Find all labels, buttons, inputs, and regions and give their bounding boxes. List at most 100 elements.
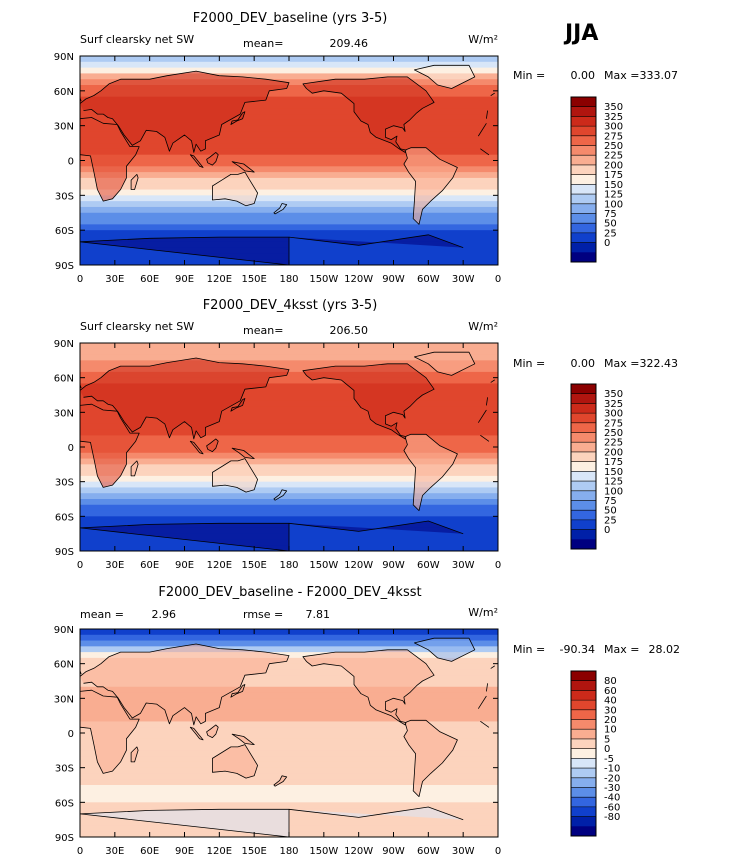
continent-greenland xyxy=(414,64,476,89)
field-band xyxy=(80,230,498,237)
field-band xyxy=(80,733,498,740)
colorbar-label: 350 xyxy=(604,102,623,113)
x-tick-label: 90W xyxy=(382,274,405,285)
colorbar-box xyxy=(571,481,596,492)
x-tick-label: 120E xyxy=(207,846,232,857)
field-band xyxy=(80,802,498,809)
map-axes: 0 30E 60E 90E 120E 150E 180 150W 120W 90W 60W 30W 09… xyxy=(54,625,501,857)
colorbar-label: 300 xyxy=(604,409,623,420)
x-tick-label: 0 xyxy=(77,274,83,285)
colorbar-label: 80 xyxy=(604,676,617,687)
x-tick-label: 90E xyxy=(175,846,194,857)
colorbar-label: 250 xyxy=(604,428,623,439)
colorbar-label: 325 xyxy=(604,399,623,410)
mean-label: mean= xyxy=(243,37,283,50)
y-tick-label: 30N xyxy=(54,122,74,133)
panel-baseline: F2000_DEV_baseline (yrs 3-5) Surf clears… xyxy=(54,11,678,285)
x-tick-label: 0 xyxy=(495,560,501,571)
colorbar-box xyxy=(571,529,596,540)
x-tick-label: 60W xyxy=(417,560,440,571)
colorbar-label: 5 xyxy=(604,734,610,745)
continent-africa xyxy=(80,403,490,488)
field-band xyxy=(80,727,498,734)
y-tick-label: 90N xyxy=(54,52,74,63)
field-band xyxy=(80,738,498,746)
colorbar-box xyxy=(571,403,596,414)
colorbar-box xyxy=(571,232,596,243)
field-band xyxy=(80,102,498,109)
field-band xyxy=(80,201,498,208)
min-label: Min = xyxy=(513,357,545,370)
x-tick-label: 60W xyxy=(417,274,440,285)
y-tick-label: 30N xyxy=(54,694,74,705)
y-tick-label: 60N xyxy=(54,660,74,671)
colorbar-frame xyxy=(570,96,597,263)
colorbar-label: -20 xyxy=(604,773,620,784)
x-tick-label: 120E xyxy=(207,560,232,571)
field-band xyxy=(80,224,498,231)
field-band xyxy=(80,195,498,202)
field-band xyxy=(80,669,498,676)
y-tick-label: 0 xyxy=(68,443,74,454)
colorbar-box xyxy=(571,748,596,759)
continent-sumatra xyxy=(189,440,204,455)
field-band xyxy=(80,114,498,121)
mean-label: mean= xyxy=(243,324,283,337)
y-tick-label: 90N xyxy=(54,625,74,636)
continent-borneo xyxy=(206,152,219,166)
colorbar-box xyxy=(571,826,596,837)
field-band xyxy=(80,166,498,173)
colorbar-box xyxy=(571,97,596,108)
panel-difference: F2000_DEV_baseline - F2000_DEV_4ksst mea… xyxy=(54,585,680,857)
field-band xyxy=(80,493,498,500)
min-value: -90.34 xyxy=(560,643,595,656)
x-tick-label: 0 xyxy=(77,846,83,857)
colorbar-box xyxy=(571,164,596,175)
continent-sumatra xyxy=(189,154,204,168)
colorbar-label: 150 xyxy=(604,467,623,478)
continent-eurasia xyxy=(80,357,488,440)
field-band xyxy=(80,441,498,448)
mean-value: 2.96 xyxy=(152,608,177,621)
colorbar-box xyxy=(571,758,596,769)
x-tick-label: 30W xyxy=(452,846,475,857)
season-label: JJA xyxy=(563,21,598,46)
colorbar-label: 125 xyxy=(604,190,623,201)
field-band xyxy=(80,761,498,769)
map-axes: 0 30E 60E 90E 120E 150E 180 150W 120W 90W 60W 30W 09… xyxy=(54,52,501,285)
colorbar-label: 20 xyxy=(604,715,617,726)
colorbar-label: 125 xyxy=(604,477,623,488)
x-tick-label: 0 xyxy=(77,560,83,571)
continent-madagascar xyxy=(130,746,139,763)
field-band xyxy=(80,96,498,104)
x-tick-label: 90E xyxy=(175,560,194,571)
colorbar-label: 275 xyxy=(604,418,623,429)
colorbar-box xyxy=(571,252,596,263)
field-band xyxy=(80,212,498,220)
x-tick-label: 0 xyxy=(495,846,501,857)
colorbar-label: 40 xyxy=(604,696,617,707)
field-band xyxy=(80,218,498,225)
colorbar-label: 175 xyxy=(604,457,623,468)
min-value: 0.00 xyxy=(571,69,596,82)
x-tick-label: 150E xyxy=(241,560,266,571)
x-tick-label: 180 xyxy=(279,846,298,857)
max-label: Max = xyxy=(604,69,639,82)
colorbar-box xyxy=(571,393,596,404)
colorbar-box xyxy=(571,738,596,749)
x-tick-label: 60W xyxy=(417,846,440,857)
x-tick-label: 120W xyxy=(344,846,373,857)
x-tick-label: 120E xyxy=(207,274,232,285)
colorbar-box xyxy=(571,539,596,550)
field-band xyxy=(80,681,498,688)
colorbar-box xyxy=(571,155,596,166)
colorbar-label: 0 xyxy=(604,744,610,755)
colorbar-label: 275 xyxy=(604,131,623,142)
y-tick-label: 60N xyxy=(54,87,74,98)
continent-south-america xyxy=(403,433,458,511)
colorbar-box xyxy=(571,690,596,701)
panel-title: F2000_DEV_baseline (yrs 3-5) xyxy=(193,11,388,26)
y-tick-label: 30S xyxy=(55,191,74,202)
y-tick-label: 60N xyxy=(54,374,74,385)
